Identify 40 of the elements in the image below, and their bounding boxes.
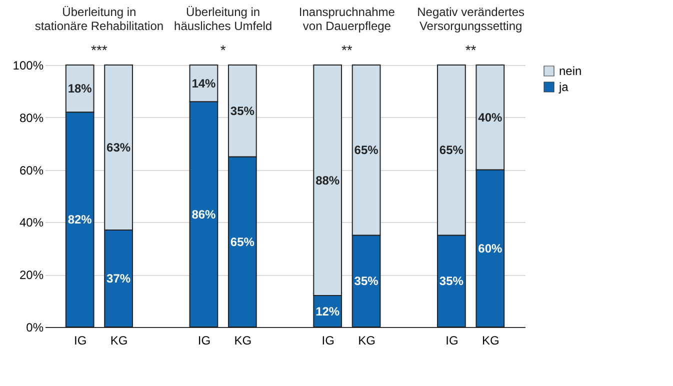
data-label: 40% — [478, 110, 502, 124]
text: * — [220, 42, 226, 58]
text: Überleitung in häusliches Umfeld — [174, 5, 272, 33]
x-tick-label: IG — [446, 334, 458, 348]
x-tick-label: KG — [234, 334, 252, 348]
legend-label: ja — [558, 80, 569, 94]
data-label: 12% — [316, 304, 340, 318]
text: ** — [341, 42, 353, 58]
data-label: 35% — [354, 274, 379, 288]
legend-label: nein — [559, 64, 582, 78]
y-tick-label: 0% — [26, 320, 44, 334]
data-label: 65% — [354, 143, 379, 158]
data-label: 65% — [439, 143, 464, 158]
text: Negativ verändertes Versorgungssetting — [417, 5, 524, 33]
data-label: 88% — [316, 173, 340, 188]
y-tick-label: 20% — [19, 268, 44, 282]
data-label: 18% — [68, 82, 92, 96]
data-label: 65% — [230, 234, 255, 249]
y-tick-label: 80% — [19, 110, 44, 125]
x-tick-label: IG — [198, 334, 211, 348]
y-tick-label: 60% — [19, 163, 44, 178]
data-label: 35% — [439, 274, 464, 288]
data-label: 82% — [68, 212, 92, 227]
data-label: 63% — [106, 140, 131, 155]
x-tick-label: IG — [74, 334, 87, 348]
data-label: 60% — [478, 241, 502, 256]
text: Überleitung in stationäre Rehabilitation — [34, 5, 164, 33]
text: *** — [91, 42, 108, 58]
data-label: 37% — [106, 272, 131, 286]
data-label: 35% — [230, 104, 255, 118]
data-label: 14% — [192, 76, 216, 90]
y-tick-label: 100% — [12, 58, 44, 72]
x-tick-label: KG — [482, 334, 500, 348]
text: Inanspruchnahme von Dauerpflege — [298, 5, 396, 33]
x-tick-label: IG — [322, 334, 334, 348]
text: ** — [465, 42, 477, 58]
x-tick-label: KG — [358, 334, 376, 348]
x-tick-label: KG — [110, 334, 128, 348]
data-label: 86% — [192, 207, 216, 222]
y-tick-label: 40% — [19, 216, 44, 230]
